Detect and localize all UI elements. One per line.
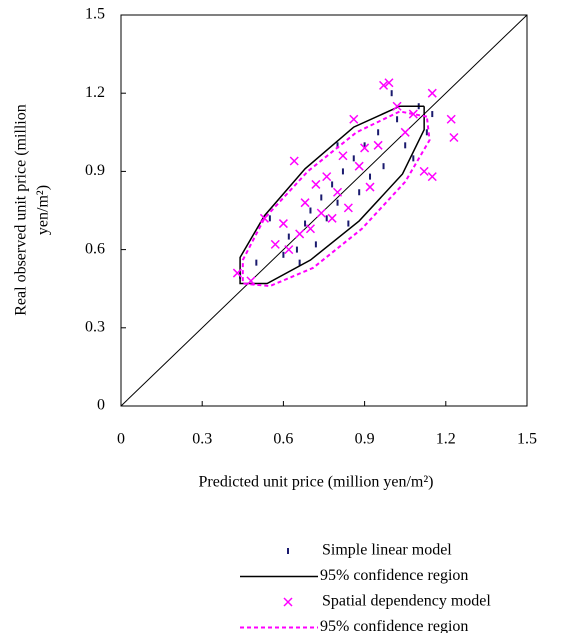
point (270, 239, 280, 249)
point (314, 241, 317, 248)
point (373, 140, 383, 150)
point (419, 166, 429, 176)
legend-swatch (283, 597, 293, 607)
point (284, 245, 294, 255)
point (363, 142, 366, 149)
x-tick-label: 0.9 (355, 431, 375, 448)
point (396, 116, 399, 123)
point (298, 259, 301, 266)
y-axis-label: yen/m²) (35, 185, 52, 235)
point (446, 114, 456, 124)
point (287, 233, 290, 240)
point (327, 213, 337, 223)
legend-label: 95% confidence region (320, 618, 468, 633)
point (369, 173, 372, 180)
plot-frame (120, 14, 528, 407)
point (316, 208, 326, 218)
point (347, 220, 350, 227)
point (390, 90, 393, 97)
point (449, 132, 459, 143)
point (305, 224, 315, 234)
y-axis-label: Real observed unit price (million (13, 104, 30, 316)
point (333, 187, 343, 197)
point (400, 127, 410, 137)
point (255, 259, 258, 266)
point (384, 78, 394, 88)
confidence-region (239, 105, 425, 285)
point (365, 182, 375, 192)
point (304, 220, 307, 227)
x-axis-label: Predicted unit price (million yen/m²) (199, 474, 434, 491)
point (412, 155, 415, 162)
point (382, 163, 385, 170)
point (278, 219, 288, 229)
x-tick-label: 0 (117, 431, 125, 448)
point (343, 203, 353, 213)
y-tick-label: 1.2 (85, 84, 105, 101)
point (232, 268, 242, 278)
point (338, 151, 348, 161)
point (352, 155, 355, 162)
legend-label: Simple linear model (322, 542, 452, 559)
point (341, 168, 344, 175)
point (377, 129, 380, 136)
point (392, 101, 402, 111)
point (289, 156, 299, 166)
point (360, 143, 370, 153)
point (268, 215, 271, 222)
point (408, 109, 418, 119)
point (320, 194, 323, 201)
y-tick-label: 0.9 (85, 162, 105, 179)
y-tick-label: 0.3 (85, 318, 105, 335)
point (349, 114, 359, 124)
x-tick-label: 1.5 (517, 431, 537, 448)
point (425, 129, 428, 136)
y-tick-label: 1.5 (85, 6, 105, 23)
point (325, 215, 328, 222)
point (331, 181, 334, 188)
point (431, 111, 434, 118)
point (300, 198, 310, 208)
x-tick-label: 0.3 (192, 431, 212, 448)
point (295, 246, 298, 253)
point (358, 189, 361, 196)
point (322, 172, 332, 182)
point (427, 172, 437, 182)
legend-label: 95% confidence region (320, 567, 468, 584)
point (427, 88, 437, 98)
legend-swatch (287, 548, 289, 554)
point (295, 229, 305, 239)
point (404, 142, 407, 149)
point (336, 142, 339, 149)
x-tick-label: 1.2 (436, 431, 456, 448)
point (311, 179, 321, 189)
legend-label: Spatial dependency model (322, 593, 491, 610)
point (282, 251, 285, 258)
point (354, 161, 364, 171)
point (336, 199, 339, 206)
point (309, 207, 312, 214)
x-tick-label: 0.6 (273, 431, 293, 448)
confidence-region (241, 110, 431, 288)
y-tick-label: 0 (97, 397, 105, 414)
point (379, 80, 389, 90)
y-tick-label: 0.6 (85, 240, 105, 257)
